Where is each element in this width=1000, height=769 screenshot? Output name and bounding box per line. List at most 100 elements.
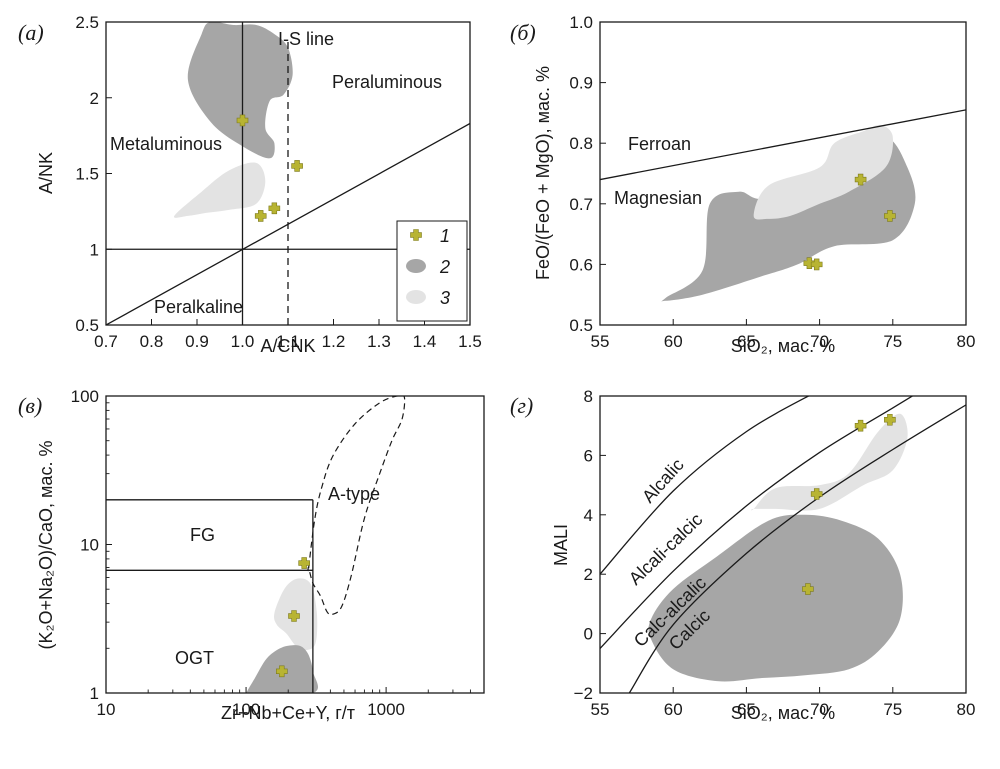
panel-b-fields [661, 124, 916, 302]
panel-b-label: (б) [510, 20, 536, 45]
pd-xtick-label: 80 [957, 700, 976, 719]
panel-a-points [236, 114, 303, 222]
pb-ytick-label: 0.9 [569, 74, 593, 93]
pa-xtick-label: 1.2 [322, 332, 346, 351]
panel-d-xlabel: SiO₂, мас. % [731, 703, 835, 723]
pa-field-2-0 [187, 22, 293, 159]
pa-xtick-label: 1.4 [413, 332, 437, 351]
pc-xtick-label: 10 [97, 700, 116, 719]
pd-xtick-label: 65 [737, 700, 756, 719]
pb-ytick-label: 0.8 [569, 134, 593, 153]
pa-xtick-label: 1.0 [231, 332, 255, 351]
pd-ytick-label: 2 [584, 565, 593, 584]
pc-xtick-label: 1000 [367, 700, 405, 719]
pc-point-2 [276, 665, 288, 678]
pa-point-1 [291, 160, 303, 172]
pd-ytick-label: −2 [574, 684, 593, 703]
pd-point-0 [802, 583, 814, 595]
panel-b-annotation-ferroan: Ferroan [628, 134, 691, 154]
panel-c-annotation-ogt: OGT [175, 648, 214, 668]
pb-line-0 [600, 109, 966, 181]
pa-xtick-label: 1.5 [458, 332, 482, 351]
pd-field-3-1 [751, 413, 908, 511]
pb-xtick-label: 70 [810, 332, 829, 351]
pd-line-0 [600, 396, 810, 575]
pc-point-0 [298, 557, 310, 569]
panel-b-ticks: 55 60 65 70 75 80 0.5 0.6 0.7 0.8 0.9 1.0 [569, 13, 975, 351]
pa-xtick-label: 0.9 [185, 332, 209, 351]
pd-xtick-label: 75 [883, 700, 902, 719]
panel-d-ylabel: MALI [551, 524, 571, 566]
pa-field-3-1 [173, 162, 266, 218]
pc-field-dashed-2 [307, 396, 406, 616]
pa-xtick-label: 0.8 [140, 332, 164, 351]
pb-xtick-label: 60 [664, 332, 683, 351]
panel-c-xlabel: Zr+Nb+Ce+Y, г/т [221, 703, 355, 723]
pb-ytick-label: 1.0 [569, 13, 593, 32]
legend-cross-marker [410, 229, 422, 241]
pd-point-1 [810, 488, 823, 500]
pc-ytick-label: 10 [80, 536, 99, 555]
panel-a-label: (а) [18, 20, 44, 45]
panel-b-xlabel: SiO₂, мас. % [731, 336, 835, 356]
pd-point-3 [884, 413, 896, 426]
pb-ytick-label: 0.6 [569, 255, 593, 274]
pa-xtick-label: 1.1 [276, 332, 300, 351]
pb-point-3 [884, 210, 896, 222]
legend-field2-swatch [406, 259, 426, 273]
pd-xtick-label: 55 [591, 700, 610, 719]
pd-ytick-label: 4 [584, 506, 593, 525]
pd-xtick-label: 70 [810, 700, 829, 719]
pc-point-1 [288, 610, 300, 622]
pa-ytick-label: 1 [90, 240, 99, 259]
panel-c-fields [246, 396, 406, 693]
panel-a-ylabel: A/NK [36, 152, 56, 194]
pb-point-1 [810, 258, 823, 271]
panel-a-annotation-peralkaline: Peralkaline [154, 297, 243, 317]
panel-a-fields [173, 22, 293, 218]
pd-field-2-0 [648, 514, 903, 682]
panel-b-lines [600, 109, 966, 181]
panel-c-points [276, 557, 310, 678]
legend: 1 2 3 [396, 220, 468, 322]
pb-point-2 [854, 173, 867, 186]
pa-xtick-label: 0.7 [94, 332, 118, 351]
pd-point-2 [854, 419, 867, 432]
legend-label-1: 1 [440, 226, 450, 246]
panel-d-annotation-alcalic: Alcalic [638, 455, 688, 507]
panel-d-lines [600, 396, 966, 693]
legend-field3-swatch [406, 290, 426, 304]
panel-a-annotation-peraluminous: Peraluminous [332, 72, 442, 92]
pb-xtick-label: 65 [737, 332, 756, 351]
panel-c-annotation-a-type: A-type [328, 484, 380, 504]
panel-a-annotation-metaluminous: Metaluminous [110, 134, 222, 154]
pb-xtick-label: 55 [591, 332, 610, 351]
legend-label-2: 2 [439, 257, 450, 277]
panel-a-xlabel: A/CNK [260, 336, 315, 356]
pb-xtick-label: 75 [883, 332, 902, 351]
pb-ytick-label: 0.7 [569, 195, 593, 214]
panel-d-fields [648, 413, 908, 682]
panel-a-annotation-is-line: I-S line [278, 29, 334, 49]
panel-b-frame [599, 21, 967, 326]
pd-ytick-label: 8 [584, 387, 593, 406]
pd-xtick-label: 60 [664, 700, 683, 719]
panel-b-ylabel: FeO/(FeO + MgO), мас. % [533, 66, 553, 280]
pa-point-0 [236, 114, 249, 127]
pd-line-1 [600, 396, 914, 649]
pb-field-3-1 [753, 124, 894, 220]
legend-box [396, 220, 468, 322]
pa-ytick-label: 1.5 [75, 165, 99, 184]
pd-line-2 [628, 404, 966, 693]
pa-ytick-label: 2.5 [75, 13, 99, 32]
pb-ytick-label: 0.5 [569, 316, 593, 335]
panel-c-label: (в) [18, 393, 42, 418]
pd-ytick-label: 0 [584, 625, 593, 644]
panel-c-ylabel: (K₂O+Na₂O)/CaO, мас. % [36, 441, 56, 650]
panel-c-lines [106, 499, 314, 693]
pb-xtick-label: 80 [957, 332, 976, 351]
panel-c-annotation-fg: FG [190, 525, 215, 545]
pc-xtick-label: 100 [232, 700, 260, 719]
